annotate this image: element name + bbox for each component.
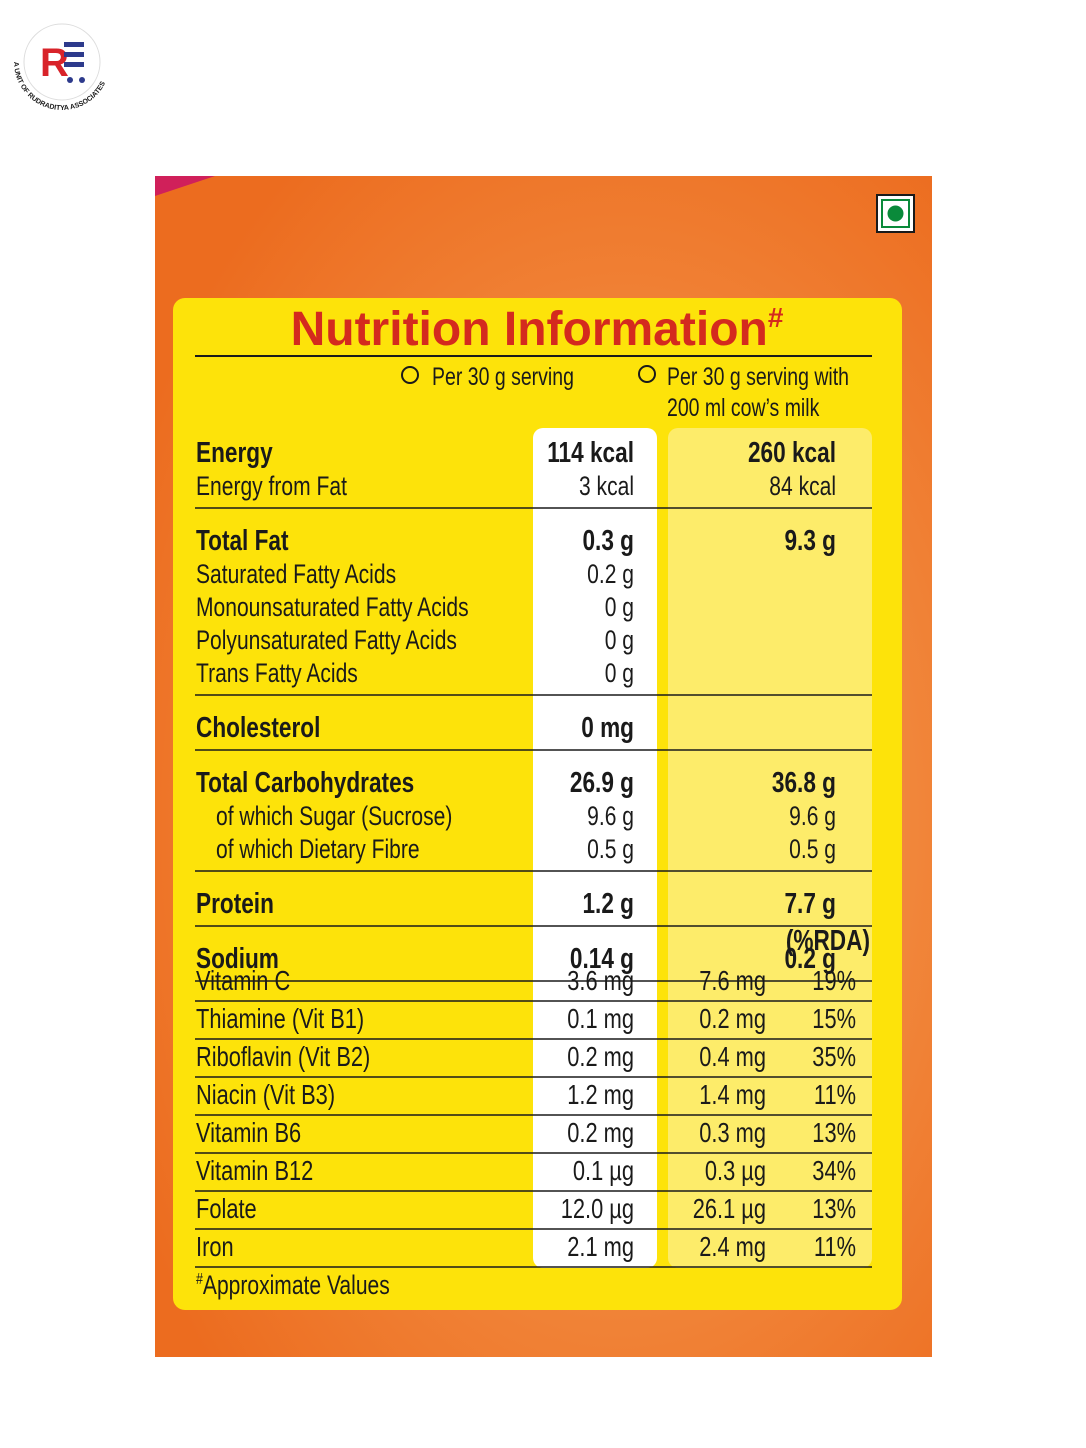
milk-column (668, 428, 872, 1268)
milk-value: 7.7 g (784, 886, 836, 919)
nutrient-name: Protein (196, 886, 274, 919)
milk-value: 0.4 mg (699, 1041, 766, 1072)
serving-value: 0.2 mg (567, 1041, 634, 1072)
vitamin-name: Vitamin B12 (196, 1155, 313, 1186)
milk-value: 9.6 g (789, 802, 836, 832)
rda-value: 13% (812, 1117, 856, 1148)
content: Nutrition Information#Per 30 g serving Pe… (195, 302, 872, 1301)
serving-value: 0 mg (581, 710, 634, 743)
serving-value: 12.0 µg (561, 1193, 634, 1224)
nutrient-sub-name: Saturated Fatty Acids (196, 560, 396, 590)
vitamin-name: Niacin (Vit B3) (196, 1079, 335, 1110)
serving-value: 1.2 g (582, 886, 634, 919)
nutrient-name: Energy (196, 435, 273, 468)
serving-value: 3 kcal (579, 472, 634, 502)
nutrient-sub-name: Polyunsaturated Fatty Acids (196, 626, 457, 656)
nutrient-name: Total Carbohydrates (196, 765, 414, 798)
milk-value: 260 kcal (748, 435, 836, 468)
footnote: #Approximate Values (196, 1271, 390, 1301)
vitamin-name: Vitamin B6 (196, 1117, 301, 1148)
milk-value: 1.4 mg (699, 1079, 766, 1110)
milk-value: 36.8 g (772, 765, 836, 798)
milk-value: 0.3 µg (705, 1155, 766, 1186)
serving-value: 1.2 mg (567, 1079, 634, 1110)
milk-value: 0.2 g (784, 941, 836, 974)
milk-value: 0.3 mg (699, 1117, 766, 1148)
serving-value: 9.6 g (587, 802, 634, 832)
milk-value: 84 kcal (769, 472, 836, 502)
milk-value: 0.5 g (789, 835, 836, 865)
serving-column (533, 428, 657, 1268)
serving-value: 0.5 g (587, 835, 634, 865)
serving-value: 0.2 mg (567, 1117, 634, 1148)
serving-value: 3.6 mg (567, 965, 634, 996)
vitamin-name: Iron (196, 1231, 234, 1262)
vitamin-name: Thiamine (Vit B1) (196, 1003, 364, 1034)
serving-value: 0 g (605, 626, 634, 656)
serving-value: 114 kcal (547, 435, 634, 468)
serving-value: 2.1 mg (567, 1231, 634, 1262)
column-header: 200 ml cow’s milk (667, 394, 820, 422)
milk-value: 2.4 mg (699, 1231, 766, 1262)
rda-value: 11% (814, 1079, 856, 1110)
rda-value: 11% (814, 1231, 856, 1262)
nutrient-sub-name: Monounsaturated Fatty Acids (196, 593, 469, 623)
rda-value: 15% (812, 1003, 856, 1034)
rda-value: 13% (812, 1193, 856, 1224)
rda-value: 34% (812, 1155, 856, 1186)
milk-value: 9.3 g (784, 523, 836, 556)
veg-mark (876, 194, 915, 233)
nutrient-sub-name: of which Sugar (Sucrose) (216, 802, 452, 832)
column-header: Per 30 g serving (432, 363, 574, 391)
vitamin-name: Riboflavin (Vit B2) (196, 1041, 370, 1072)
rda-header: (%RDA) (786, 923, 870, 956)
milk-value: 26.1 µg (693, 1193, 766, 1224)
serving-value: 0.14 g (570, 941, 634, 974)
serving-value: 0 g (605, 593, 634, 623)
nutrient-sub-name: of which Dietary Fibre (216, 835, 420, 865)
nutrient-name: Sodium (196, 941, 279, 974)
milk-value: 7.6 mg (699, 965, 766, 996)
footnote-mark: # (196, 1271, 203, 1289)
milk-value: 0.2 mg (699, 1003, 766, 1034)
serving-value: 0.1 mg (567, 1003, 634, 1034)
title-mark: # (768, 302, 784, 333)
nutrient-sub-name: Trans Fatty Acids (196, 659, 358, 689)
rda-value: 35% (812, 1041, 856, 1072)
nutrient-name: Total Fat (196, 523, 289, 556)
rda-value: 19% (812, 965, 856, 996)
vitamin-name: Folate (196, 1193, 257, 1224)
title-text: Nutrition Information (291, 303, 768, 356)
serving-value: 0 g (605, 659, 634, 689)
nutrient-name: Cholesterol (196, 710, 320, 743)
serving-value: 0.2 g (587, 560, 634, 590)
serving-value: 26.9 g (570, 765, 634, 798)
title: Nutrition Information# (291, 302, 784, 356)
footnote-text: Approximate Values (203, 1271, 390, 1301)
serving-value: 0.3 g (582, 523, 634, 556)
logo: R A UNIT OF RUDRADITYA ASSOCIATES (12, 23, 107, 112)
column-header: Per 30 g serving with (667, 363, 849, 391)
vitamin-name: Vitamin C (196, 965, 290, 996)
nutrient-sub-name: Energy from Fat (196, 472, 347, 502)
serving-value: 0.1 µg (573, 1155, 634, 1186)
